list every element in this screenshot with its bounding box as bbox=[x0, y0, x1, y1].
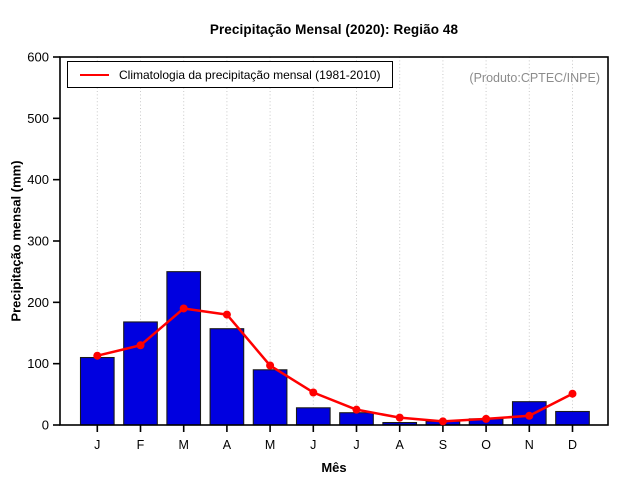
x-tick-label-1: J bbox=[94, 438, 100, 452]
bar-month-7 bbox=[339, 412, 374, 426]
y-tick-label-100: 100 bbox=[27, 356, 49, 371]
climatology-point-9 bbox=[438, 417, 447, 426]
y-tick-label-400: 400 bbox=[27, 172, 49, 187]
bar-month-6 bbox=[295, 407, 331, 426]
x-tick-label-3: M bbox=[178, 438, 188, 452]
chart-title: Precipitação Mensal (2020): Região 48 bbox=[209, 22, 459, 37]
x-tick-label-9: S bbox=[439, 438, 447, 452]
climatology-point-11 bbox=[525, 411, 534, 420]
climatology-point-2 bbox=[136, 341, 145, 350]
y-tick-label-300: 300 bbox=[27, 234, 49, 249]
climatology-point-12 bbox=[568, 389, 577, 398]
x-tick-label-2: F bbox=[137, 438, 145, 452]
bar-month-2 bbox=[123, 321, 158, 426]
climatology-point-3 bbox=[179, 304, 188, 313]
y-axis-label: Precipitação mensal (mm) bbox=[8, 160, 24, 322]
x-axis-label: Mês bbox=[321, 460, 347, 475]
bar-month-4 bbox=[209, 328, 245, 426]
x-tick-label-6: J bbox=[310, 438, 316, 452]
climatology-point-7 bbox=[352, 405, 361, 414]
climatology-line bbox=[96, 307, 574, 423]
x-tick-label-8: A bbox=[396, 438, 405, 452]
y-tick-label-200: 200 bbox=[27, 295, 49, 310]
y-tick-label-0: 0 bbox=[42, 418, 49, 433]
climatology-point-6 bbox=[309, 388, 318, 397]
bar-month-3 bbox=[166, 271, 202, 426]
climatology-point-10 bbox=[482, 414, 491, 423]
climatology-line-sample bbox=[80, 73, 109, 76]
climatology-point-1 bbox=[93, 351, 102, 360]
bar-month-1 bbox=[79, 356, 115, 426]
legend: Climatologia da precipitação mensal (198… bbox=[67, 61, 394, 88]
x-tick-label-7: J bbox=[353, 438, 359, 452]
climatology-point-5 bbox=[266, 361, 275, 370]
climatology-point-8 bbox=[395, 413, 404, 422]
x-tick-label-10: O bbox=[481, 438, 491, 452]
x-tick-label-4: A bbox=[223, 438, 232, 452]
x-tick-label-12: D bbox=[568, 438, 577, 452]
legend-label: Climatologia da precipitação mensal (198… bbox=[119, 67, 381, 82]
y-tick-label-600: 600 bbox=[27, 50, 49, 65]
bar-month-12 bbox=[555, 410, 590, 426]
plot-area: 0 100 200 300 400 500 600 J F M A M J J A S O N D bbox=[27, 50, 609, 452]
y-tick-label-500: 500 bbox=[27, 111, 49, 126]
x-tick-label-5: M bbox=[265, 438, 275, 452]
product-annotation: (Produto:CPTEC/INPE) bbox=[469, 71, 600, 85]
x-tick-label-11: N bbox=[525, 438, 534, 452]
bar-month-5 bbox=[252, 369, 288, 426]
climatology-point-4 bbox=[222, 310, 231, 319]
